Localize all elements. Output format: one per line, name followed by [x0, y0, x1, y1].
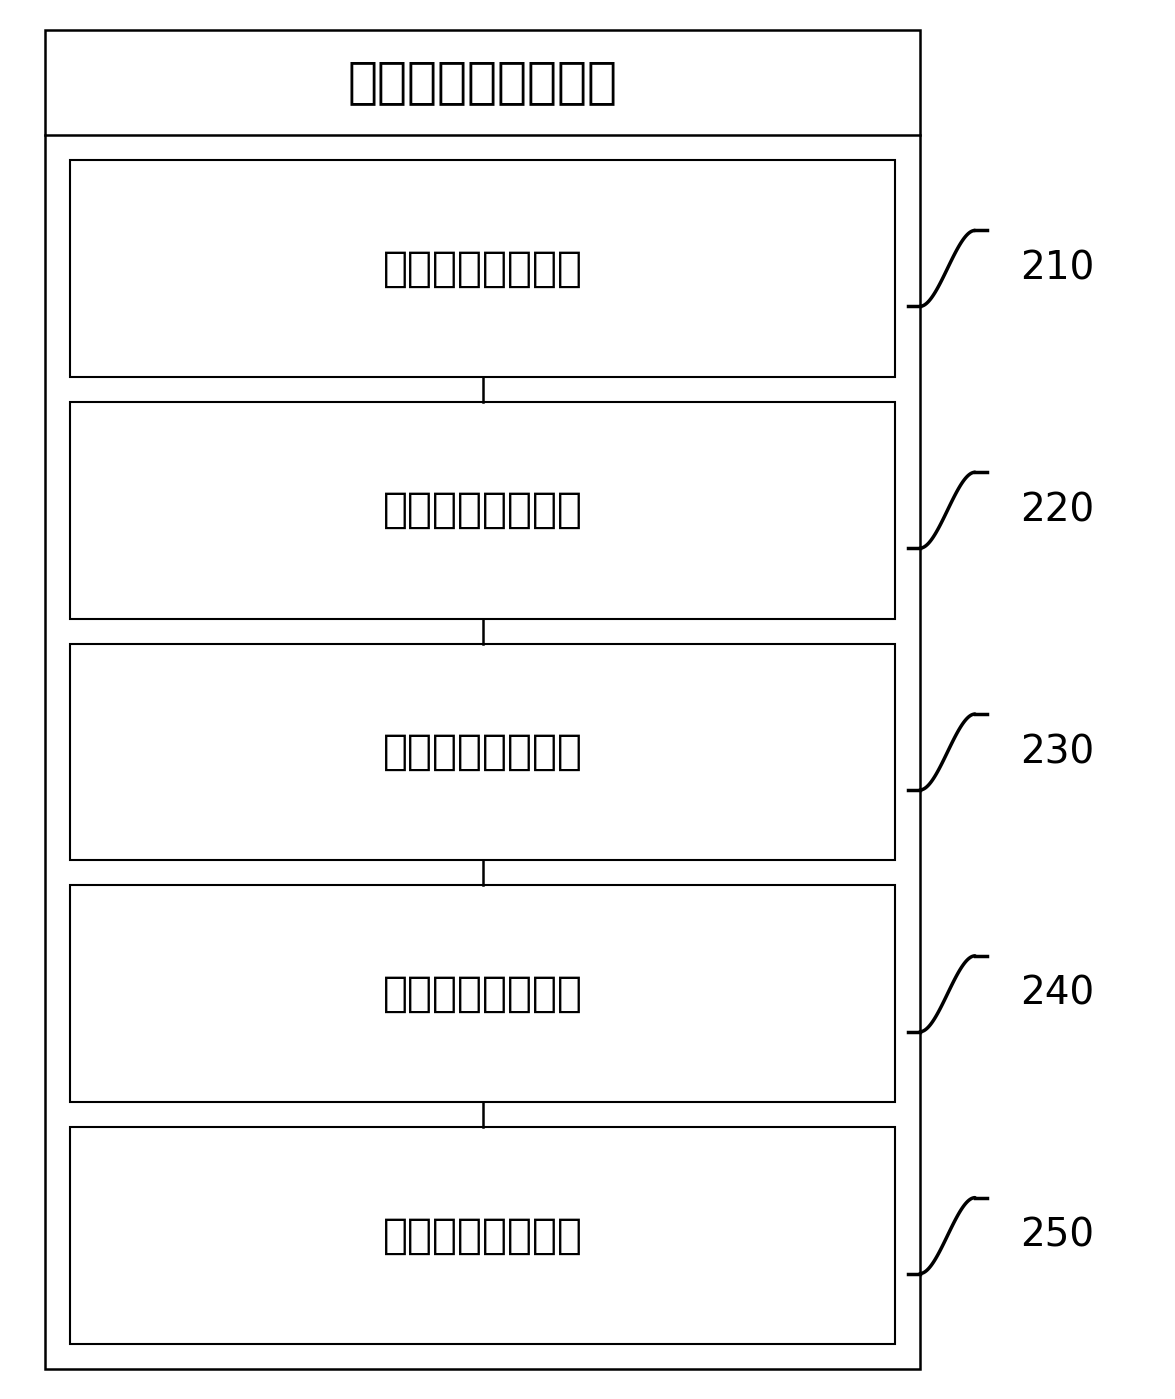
Text: 210: 210: [1020, 249, 1094, 287]
FancyBboxPatch shape: [70, 644, 895, 860]
Text: 慢阻肺复发预测装置: 慢阻肺复发预测装置: [348, 59, 618, 106]
FancyBboxPatch shape: [70, 402, 895, 618]
Text: 250: 250: [1020, 1217, 1094, 1255]
Text: 240: 240: [1020, 975, 1094, 1013]
Text: 预测结果显示模块: 预测结果显示模块: [383, 1214, 583, 1256]
Text: 230: 230: [1020, 733, 1094, 771]
Text: 预测结果提取模块: 预测结果提取模块: [383, 972, 583, 1014]
Text: 诊断特征提取模块: 诊断特征提取模块: [383, 490, 583, 532]
FancyBboxPatch shape: [70, 886, 895, 1102]
Text: 220: 220: [1020, 491, 1094, 529]
FancyBboxPatch shape: [70, 159, 895, 376]
FancyBboxPatch shape: [70, 1128, 895, 1344]
FancyBboxPatch shape: [45, 29, 920, 1370]
Text: 样本特征获取模块: 样本特征获取模块: [383, 732, 583, 774]
Text: 诊断数据获取模块: 诊断数据获取模块: [383, 248, 583, 290]
